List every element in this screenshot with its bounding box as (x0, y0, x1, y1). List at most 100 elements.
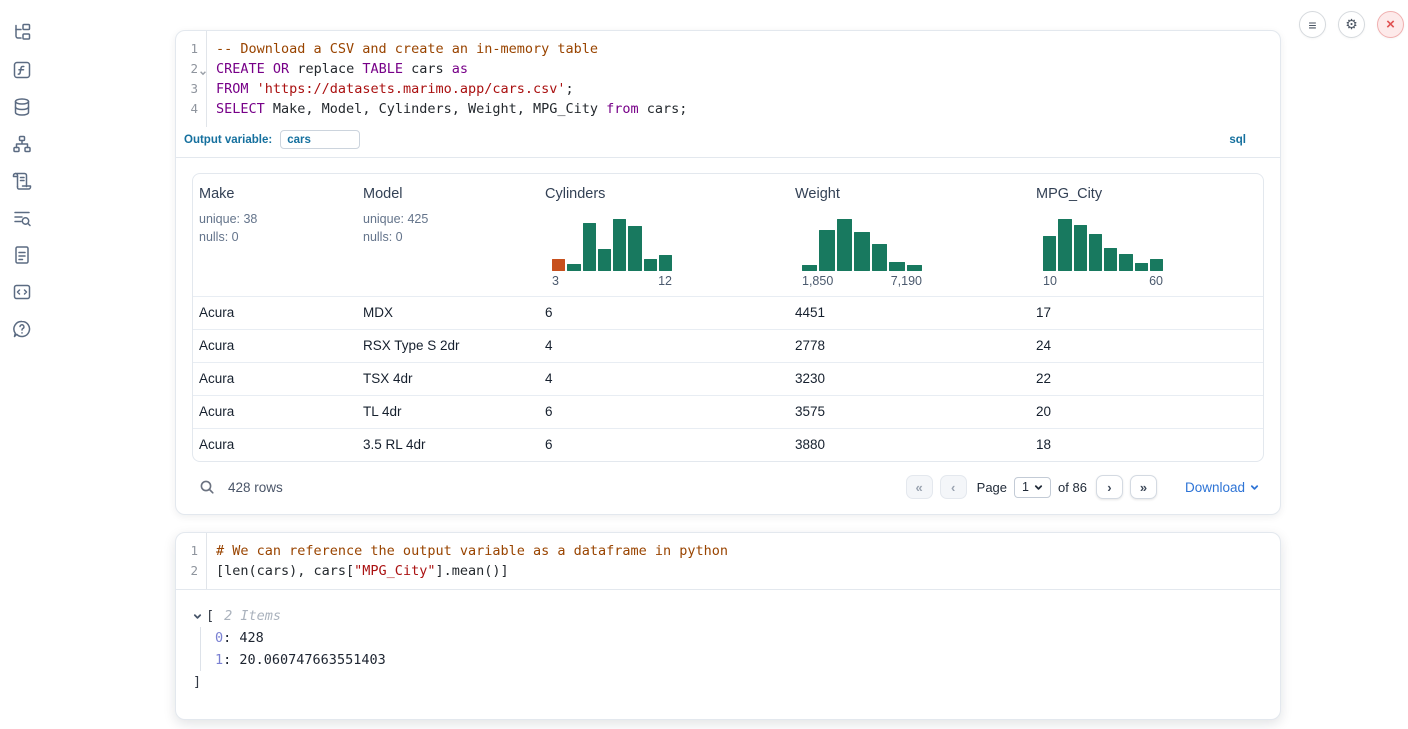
chevrons-right-icon: » (1139, 479, 1148, 495)
page-select[interactable]: 1 (1014, 476, 1052, 498)
datasources-icon[interactable] (12, 96, 33, 117)
histogram-bar (1088, 234, 1102, 271)
table-row[interactable]: Acura RSX Type S 2dr 4 2778 24 (193, 329, 1263, 362)
chevron-down-icon (1034, 484, 1043, 490)
python-cell: 1 2 # We can reference the output variable… (175, 532, 1281, 720)
cylinders-histogram[interactable]: 3 12 (552, 219, 672, 288)
histogram-bar (889, 262, 905, 271)
table-cell: 18 (1036, 437, 1052, 452)
fold-chevron-icon[interactable] (199, 63, 207, 76)
shutdown-button[interactable]: × (1377, 11, 1404, 38)
histogram-bar (1073, 225, 1087, 271)
prev-page-button[interactable]: ‹ (939, 475, 967, 499)
dependency-graph-icon[interactable] (12, 133, 33, 154)
code-line: [len(cars), cars["MPG_City"].mean()] (216, 563, 509, 579)
code-lines[interactable]: # We can reference the output variable a… (207, 533, 1280, 589)
table-cell: TSX 4dr (363, 371, 413, 386)
histogram-bar (643, 259, 657, 271)
code-line: # We can reference the output variable a… (216, 543, 729, 559)
tree-entry: 1: 20.060747663551403 (215, 652, 386, 668)
file-explorer-icon[interactable] (12, 22, 33, 43)
histogram-bar (819, 230, 835, 271)
chevron-down-icon (1250, 484, 1259, 490)
histogram-axis-labels: 1,850 7,190 (802, 274, 922, 288)
column-title[interactable]: Make (199, 186, 235, 202)
histogram-bar (836, 219, 853, 271)
menu-icon: ≡ (1308, 16, 1317, 33)
download-button[interactable]: Download (1185, 480, 1259, 495)
output-variable-label: Output variable: (184, 133, 273, 146)
histogram-bar (1134, 263, 1148, 271)
documentation-icon[interactable] (12, 244, 33, 265)
output-variable-input[interactable] (280, 130, 361, 149)
chevron-left-icon: ‹ (950, 479, 956, 495)
column-title[interactable]: Cylinders (545, 186, 606, 202)
histogram-axis-labels: 10 60 (1043, 274, 1163, 288)
snippets-icon[interactable] (12, 281, 33, 302)
language-badge[interactable]: sql (1229, 133, 1246, 146)
column-stats: unique: 38 nulls: 0 (199, 212, 258, 244)
histogram-bar (906, 265, 922, 271)
histogram-bar (1043, 236, 1057, 271)
table-cell: 6 (545, 437, 553, 452)
help-icon[interactable] (12, 318, 33, 339)
column-title[interactable]: Weight (795, 186, 840, 202)
table-cell: MDX (363, 305, 393, 320)
weight-histogram[interactable]: 1,850 7,190 (802, 219, 922, 288)
table-cell: 6 (545, 404, 553, 419)
python-code-editor[interactable]: 1 2 # We can reference the output variable… (176, 533, 1280, 589)
table-footer: 428 rows « ‹ Page 1 of 86 › » Download (192, 473, 1264, 501)
table-cell: Acura (199, 338, 235, 353)
table-row[interactable]: Acura TL 4dr 6 3575 20 (193, 395, 1263, 428)
mpg-city-histogram[interactable]: 10 60 (1043, 219, 1163, 288)
open-bracket: [ (206, 608, 215, 624)
menu-button[interactable]: ≡ (1299, 11, 1326, 38)
histogram-bar (567, 264, 581, 271)
search-icon[interactable] (199, 479, 215, 495)
code-lines[interactable]: -- Download a CSV and create an in-memor… (207, 31, 1280, 127)
histogram-bars (552, 219, 672, 271)
scratchpad-icon[interactable] (12, 170, 33, 191)
table-row[interactable]: Acura TSX 4dr 4 3230 22 (193, 362, 1263, 395)
table-cell: Acura (199, 305, 235, 320)
table-cell: Acura (199, 437, 235, 452)
column-stats: unique: 425 nulls: 0 (363, 212, 429, 244)
column-title[interactable]: Model (363, 186, 403, 202)
column-header-cylinders: Cylinders 3 12 (539, 174, 789, 296)
table-cell: Acura (199, 371, 235, 386)
page-total: of 86 (1058, 479, 1087, 495)
table-row[interactable]: Acura MDX 6 4451 17 (193, 296, 1263, 329)
variables-icon[interactable] (12, 59, 33, 80)
close-bracket: ] (193, 674, 202, 690)
output-variable-row: Output variable: sql (176, 127, 1280, 157)
table-row[interactable]: Acura 3.5 RL 4dr 6 3880 18 (193, 428, 1263, 461)
histogram-bar (854, 232, 870, 271)
code-line: FROM 'https://datasets.marimo.app/cars.c… (216, 81, 574, 97)
pagination: « ‹ Page 1 of 86 › » Download (905, 475, 1259, 499)
table-cell: 6 (545, 305, 553, 320)
notebook-controls: ≡ ⚙ × (1299, 11, 1404, 38)
next-page-button[interactable]: › (1095, 475, 1123, 499)
code-line: CREATE OR replace TABLE cars as (216, 61, 469, 77)
histogram-bar (871, 244, 888, 271)
tree-entry: 0: 428 (215, 630, 264, 646)
logs-icon[interactable] (12, 207, 33, 228)
table-cell: 3230 (795, 371, 826, 386)
settings-button[interactable]: ⚙ (1338, 11, 1365, 38)
table-cell: 3.5 RL 4dr (363, 437, 426, 452)
histogram-bar (1058, 219, 1072, 271)
table-cell: 2778 (795, 338, 826, 353)
histogram-bars (802, 219, 922, 271)
page-label: Page (976, 479, 1008, 495)
last-page-button[interactable]: » (1129, 475, 1157, 499)
column-title[interactable]: MPG_City (1036, 186, 1103, 202)
table-cell: 4 (545, 338, 553, 353)
items-count-label: 2 Items (224, 608, 282, 624)
close-icon: × (1386, 16, 1395, 33)
histogram-bar (582, 223, 596, 271)
collapse-toggle-icon[interactable] (193, 612, 203, 621)
first-page-button[interactable]: « (905, 475, 933, 499)
column-header-make: Make unique: 38 nulls: 0 (193, 174, 357, 296)
sql-code-editor[interactable]: 1 2 3 4 -- Download a CSV and create an in-m… (176, 31, 1280, 127)
